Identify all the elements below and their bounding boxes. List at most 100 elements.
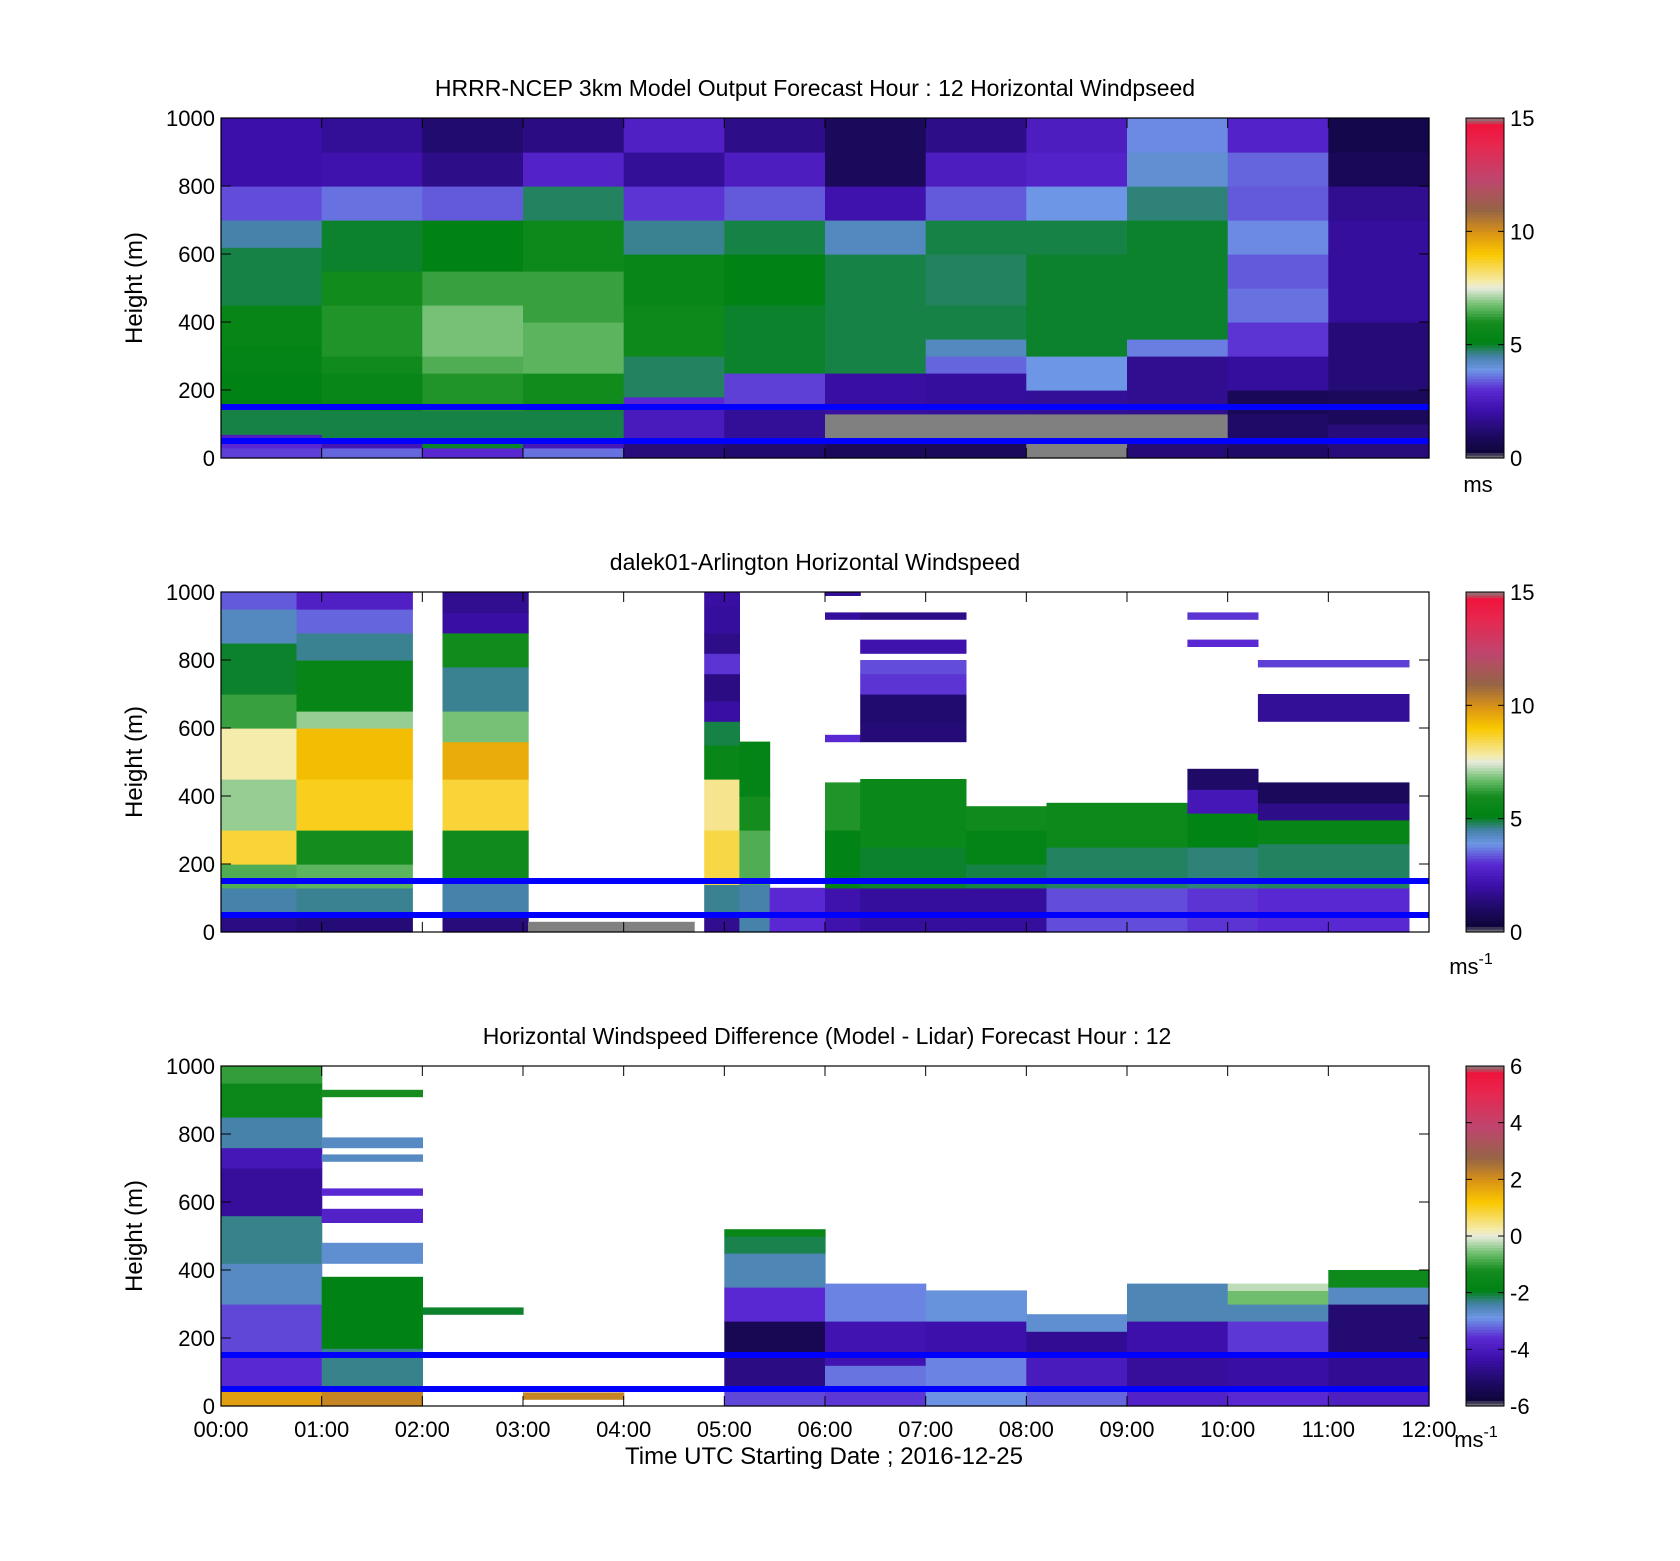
heatmap-cell	[321, 271, 423, 306]
colorbar-segment	[1466, 409, 1504, 414]
panel-difference-colorbar-unit: ms-1	[1454, 1424, 1498, 1452]
colorbar-segment	[1466, 852, 1504, 857]
colorbar-segment	[1466, 1156, 1504, 1161]
colorbar-segment	[1466, 336, 1504, 340]
heatmap-cell	[321, 1242, 423, 1264]
colorbar-segment	[1466, 1105, 1504, 1110]
colorbar-segment	[1466, 1207, 1504, 1212]
heatmap-cell	[221, 305, 323, 347]
colorbar-segment	[1466, 1139, 1504, 1144]
colorbar-segment	[1466, 1173, 1504, 1178]
colorbar-segment	[1466, 364, 1504, 368]
colorbar-segment	[1466, 1267, 1504, 1271]
colorbar-segment	[1466, 418, 1504, 422]
heatmap-cell	[739, 741, 771, 797]
panel-difference-x-ticks: 00:00 01:00 02:00 03:00 04:00 05:00 06:00 07:00…	[193, 1066, 1457, 1442]
colorbar-segment	[1466, 367, 1504, 371]
colorbar-segment	[1466, 674, 1504, 678]
colorbar-segment	[1466, 1117, 1504, 1121]
colorbar-segment	[1466, 1216, 1504, 1220]
colorbar-segment	[1466, 319, 1504, 323]
colorbar-segment	[1466, 767, 1504, 772]
colorbar-segment	[1466, 1312, 1504, 1316]
heatmap-cell	[925, 152, 1027, 187]
colorbar-segment	[1466, 796, 1504, 800]
heatmap-cell	[1227, 356, 1329, 391]
x-tick-label: 09:00	[1099, 1417, 1154, 1442]
colorbar-segment	[1466, 762, 1504, 766]
colorbar-segment	[1466, 1292, 1504, 1297]
x-tick-label: 06:00	[797, 1417, 852, 1442]
colorbar-segment	[1466, 395, 1504, 400]
colorbar-segment	[1466, 443, 1504, 448]
heatmap-cell	[1187, 639, 1259, 647]
colorbar-segment	[1466, 1091, 1504, 1095]
heatmap-cell	[1046, 802, 1188, 848]
colorbar-segment	[1466, 305, 1504, 309]
heatmap-cell	[1127, 339, 1229, 357]
colorbar-segment	[1466, 739, 1504, 743]
colorbar-segment	[1466, 1168, 1504, 1172]
colorbar-segment	[1466, 1074, 1504, 1078]
colorbar-segment	[1466, 637, 1504, 641]
colorbar-segment	[1466, 1326, 1504, 1331]
x-tick-label: 08:00	[999, 1417, 1054, 1442]
heatmap-cell	[825, 1365, 927, 1390]
heatmap-cell	[296, 711, 413, 729]
heatmap-cell	[1026, 1331, 1128, 1356]
colorbar-tick-label: 15	[1510, 580, 1534, 605]
colorbar-tick-label: 5	[1510, 333, 1522, 358]
colorbar-segment	[1466, 251, 1504, 255]
colorbar-segment	[1466, 1318, 1504, 1322]
colorbar-segment	[1466, 211, 1504, 215]
colorbar-segment	[1466, 1111, 1504, 1115]
heatmap-cell	[221, 407, 323, 435]
heatmap-cell	[422, 447, 524, 459]
heatmap-cell	[1328, 1389, 1430, 1407]
colorbar-segment	[1466, 662, 1504, 667]
colorbar-tick-label: 0	[1510, 446, 1522, 471]
heatmap-cell	[925, 1290, 1027, 1322]
heatmap-cell	[321, 152, 423, 187]
colorbar-segment	[1466, 770, 1504, 774]
colorbar-segment	[1466, 841, 1504, 845]
colorbar-segment	[1466, 597, 1504, 602]
colorbar-segment	[1466, 282, 1504, 286]
colorbar-segment	[1466, 626, 1504, 630]
heatmap-cell	[523, 152, 625, 187]
colorbar-segment	[1466, 259, 1504, 264]
colorbar-segment	[1466, 149, 1504, 153]
colorbar-segment	[1466, 810, 1504, 814]
panel-lidar-ylabel: Height (m)	[121, 706, 148, 818]
colorbar-segment	[1466, 350, 1504, 354]
y-tick-label: 1000	[166, 580, 215, 605]
x-tick-label: 07:00	[898, 1417, 953, 1442]
colorbar-segment	[1466, 1114, 1504, 1118]
colorbar-segment	[1466, 869, 1504, 874]
heatmap-cell	[724, 1355, 826, 1390]
colorbar-segment	[1466, 1383, 1504, 1387]
colorbar-segment	[1466, 242, 1504, 247]
colorbar-segment	[1466, 137, 1504, 142]
heatmap-cell	[422, 152, 524, 187]
colorbar-segment	[1466, 313, 1504, 317]
heatmap-cell	[221, 373, 323, 408]
colorbar-segment	[1466, 1165, 1504, 1169]
colorbar-segment	[1466, 677, 1504, 681]
heatmap-cell	[724, 118, 826, 153]
heatmap-cell	[825, 220, 927, 255]
colorbar-segment	[1466, 1136, 1504, 1141]
colorbar-tick-label: 15	[1510, 106, 1534, 131]
heatmap-cell	[825, 1389, 927, 1407]
colorbar-segment	[1466, 1128, 1504, 1132]
colorbar-segment	[1466, 730, 1504, 735]
heatmap-cell	[739, 884, 771, 933]
heatmap-cell	[860, 639, 967, 654]
colorbar-segment	[1466, 1185, 1504, 1189]
colorbar-segment	[1466, 254, 1504, 258]
heatmap-cell	[321, 1389, 423, 1407]
colorbar-segment	[1466, 1102, 1504, 1107]
heatmap-cell	[442, 666, 529, 712]
colorbar-segment	[1466, 912, 1504, 916]
heatmap-cell	[724, 1389, 826, 1407]
